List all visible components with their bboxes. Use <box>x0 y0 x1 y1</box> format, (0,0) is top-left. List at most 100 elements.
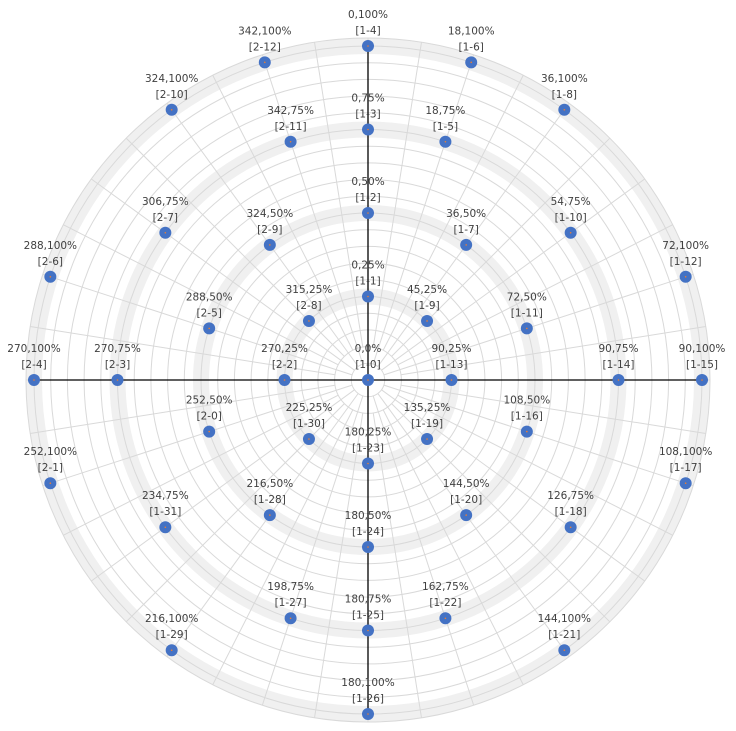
data-point-center <box>470 61 473 64</box>
data-point-center <box>701 379 703 381</box>
grid-spoke <box>63 224 339 366</box>
data-point-center <box>208 327 210 330</box>
point-label-value: 270,100% <box>7 343 60 355</box>
point-label-value: 225,25% <box>286 402 333 414</box>
point-label-value: 90,75% <box>598 343 638 355</box>
data-point-center <box>617 379 620 381</box>
point-label-id: [1-9] <box>414 300 439 312</box>
data-point-center <box>526 430 528 433</box>
grid-spoke <box>30 384 336 434</box>
point-label-id: [1-8] <box>552 89 577 101</box>
point-label-value: 36,50% <box>446 208 486 220</box>
point-label-value: 0,75% <box>351 93 384 105</box>
point-label-id: [1-19] <box>411 418 443 430</box>
point-label-id: [2-8] <box>296 300 321 312</box>
grid-spoke <box>212 75 354 351</box>
point-label-id: [1-12] <box>670 256 702 268</box>
point-label-id: [1-24] <box>352 526 384 538</box>
data-point-center <box>367 713 369 715</box>
grid-spoke <box>372 42 422 348</box>
point-label-value: 0,25% <box>351 260 384 272</box>
data-point-center <box>426 320 428 322</box>
grid-spoke <box>400 326 706 376</box>
grid-spoke <box>42 384 353 487</box>
data-point-center <box>526 327 528 330</box>
data-point-center <box>426 438 428 440</box>
grid-spoke <box>397 394 673 536</box>
point-label-value: 234,75% <box>142 490 189 502</box>
point-label-id: [2-6] <box>38 256 63 268</box>
point-label-id: [1-20] <box>450 494 482 506</box>
point-label-id: [1-16] <box>511 411 543 423</box>
data-point-center <box>308 438 310 440</box>
point-label-value: 90,25% <box>431 343 471 355</box>
grid-spoke <box>261 54 364 365</box>
grid-spoke <box>372 395 475 706</box>
data-point-center <box>367 295 369 298</box>
grid-spoke <box>372 412 422 718</box>
point-label-id: [2-1] <box>38 462 63 474</box>
point-label-id: [1-0] <box>355 359 380 371</box>
point-label-value: 135,25% <box>404 402 451 414</box>
grid-spoke <box>377 393 570 657</box>
point-label-value: 72,100% <box>662 240 709 252</box>
data-point-center <box>208 430 210 433</box>
point-label-value: 18,100% <box>448 25 495 37</box>
data-point-center <box>563 108 566 111</box>
grid-spokes <box>26 38 710 722</box>
point-label-value: 306,75% <box>142 196 189 208</box>
data-point-center <box>367 128 369 131</box>
point-label-id: [1-14] <box>602 359 634 371</box>
grid-spoke <box>30 326 336 376</box>
data-point-center <box>289 617 292 620</box>
point-label-value: 162,75% <box>422 581 469 593</box>
grid-spoke <box>381 389 645 582</box>
point-label-value: 270,25% <box>261 343 308 355</box>
point-label-id: [2-4] <box>21 359 46 371</box>
point-label-id: [1-2] <box>355 192 380 204</box>
point-label-value: 180,100% <box>341 677 394 689</box>
grid-spoke <box>397 224 673 366</box>
point-label-value: 0,100% <box>348 9 388 21</box>
data-point-center <box>465 244 467 246</box>
data-point-center <box>444 140 447 143</box>
point-label-value: 108,50% <box>503 395 550 407</box>
point-label-value: 0,50% <box>351 176 384 188</box>
data-point-center <box>164 231 167 234</box>
point-label-id: [1-5] <box>433 121 458 133</box>
data-point-center <box>367 462 369 465</box>
point-label-value: 324,100% <box>145 73 198 85</box>
data-point-center <box>164 526 167 529</box>
point-label-id: [1-23] <box>352 443 384 455</box>
point-label-value: 72,50% <box>507 291 547 303</box>
grid-spoke <box>166 393 359 657</box>
point-label-id: [2-0] <box>197 411 222 423</box>
point-label-id: [1-29] <box>156 629 188 641</box>
grid-spoke <box>377 103 570 367</box>
grid-spoke <box>166 103 359 367</box>
point-label-value: 342,75% <box>267 105 314 117</box>
point-label-value: 252,100% <box>24 446 77 458</box>
grid-spoke <box>372 54 475 365</box>
point-label-id: [1-13] <box>435 359 467 371</box>
point-label-id: [1-30] <box>293 418 325 430</box>
point-label-id: [1-28] <box>254 494 286 506</box>
grid-spoke <box>400 384 706 434</box>
data-point-center <box>116 379 119 381</box>
data-point-center <box>450 379 453 381</box>
point-label-id: [1-6] <box>459 41 484 53</box>
grid-spoke <box>314 42 364 348</box>
point-label-id: [1-4] <box>355 25 380 37</box>
point-label-value: 288,100% <box>24 240 77 252</box>
data-point-center <box>283 379 286 381</box>
data-point-center <box>684 482 687 485</box>
data-points <box>28 40 708 720</box>
data-point-center <box>170 108 173 111</box>
grid-spoke <box>63 394 339 536</box>
data-point-center <box>49 275 52 278</box>
grid-spoke <box>382 409 524 685</box>
data-point-center <box>569 526 572 529</box>
point-label-id: [2-3] <box>105 359 130 371</box>
point-label-value: 0,0% <box>355 343 382 355</box>
